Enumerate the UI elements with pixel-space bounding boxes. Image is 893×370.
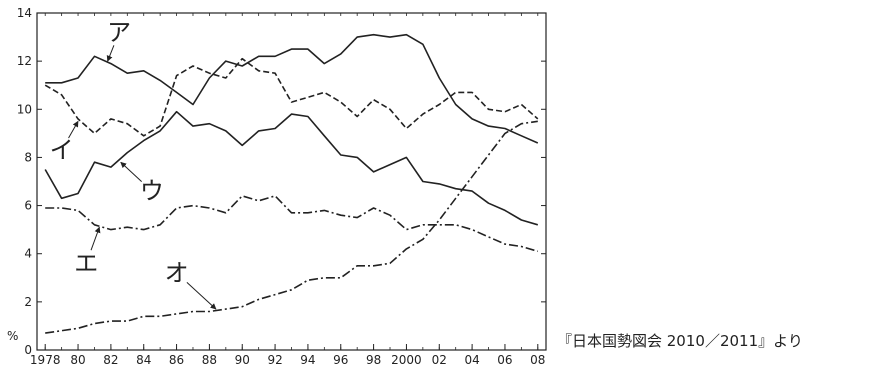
series-label-1: ア bbox=[107, 18, 131, 46]
series-label-3: ウ bbox=[140, 177, 164, 205]
x-tick-label: 94 bbox=[300, 353, 315, 367]
y-tick-label: 14 bbox=[17, 6, 32, 20]
series-line-2 bbox=[44, 57, 539, 137]
x-tick-label: 98 bbox=[366, 353, 381, 367]
y-axis-label: % bbox=[7, 329, 18, 343]
label-leader-1 bbox=[106, 45, 115, 62]
series-line-4 bbox=[45, 195, 539, 253]
chart-axes bbox=[36, 12, 547, 351]
x-tick-label: 86 bbox=[169, 353, 184, 367]
x-tick-label: 92 bbox=[267, 353, 282, 367]
series-label-2: イ bbox=[50, 136, 74, 164]
x-tick-label: 84 bbox=[136, 353, 151, 367]
label-leader-2 bbox=[68, 120, 79, 139]
y-tick-label: 12 bbox=[17, 54, 32, 68]
y-tick-label: 4 bbox=[24, 247, 32, 261]
series-label-4: エ bbox=[74, 249, 98, 277]
label-leader-5 bbox=[186, 282, 217, 310]
series-lines bbox=[44, 33, 539, 334]
series-line-3 bbox=[44, 110, 539, 226]
x-tick-label: 1978 bbox=[30, 353, 61, 367]
x-tick-label: 82 bbox=[103, 353, 118, 367]
x-tick-label: 80 bbox=[70, 353, 85, 367]
y-tick-label: 8 bbox=[24, 150, 32, 164]
y-tick-label: 10 bbox=[17, 102, 32, 116]
label-leader-3 bbox=[120, 161, 143, 182]
series-line-1 bbox=[45, 33, 539, 144]
x-tick-label: 90 bbox=[235, 353, 250, 367]
label-leader-4 bbox=[90, 226, 101, 251]
source-note: 『日本国勢図会 2010／2011』より bbox=[557, 332, 803, 350]
series-label-5: オ bbox=[165, 259, 189, 287]
x-tick-label: 06 bbox=[497, 353, 512, 367]
series-line-5 bbox=[45, 120, 538, 334]
x-tick-label: 04 bbox=[464, 353, 479, 367]
y-tick-label: 2 bbox=[24, 295, 32, 309]
plot-frame bbox=[36, 12, 547, 351]
x-tick-label: 2000 bbox=[391, 353, 422, 367]
y-tick-label: 6 bbox=[24, 199, 32, 213]
x-tick-label: 88 bbox=[202, 353, 217, 367]
x-tick-label: 02 bbox=[432, 353, 447, 367]
x-tick-label: 08 bbox=[530, 353, 545, 367]
y-tick-label: 0 bbox=[24, 343, 32, 357]
x-tick-label: 96 bbox=[333, 353, 348, 367]
